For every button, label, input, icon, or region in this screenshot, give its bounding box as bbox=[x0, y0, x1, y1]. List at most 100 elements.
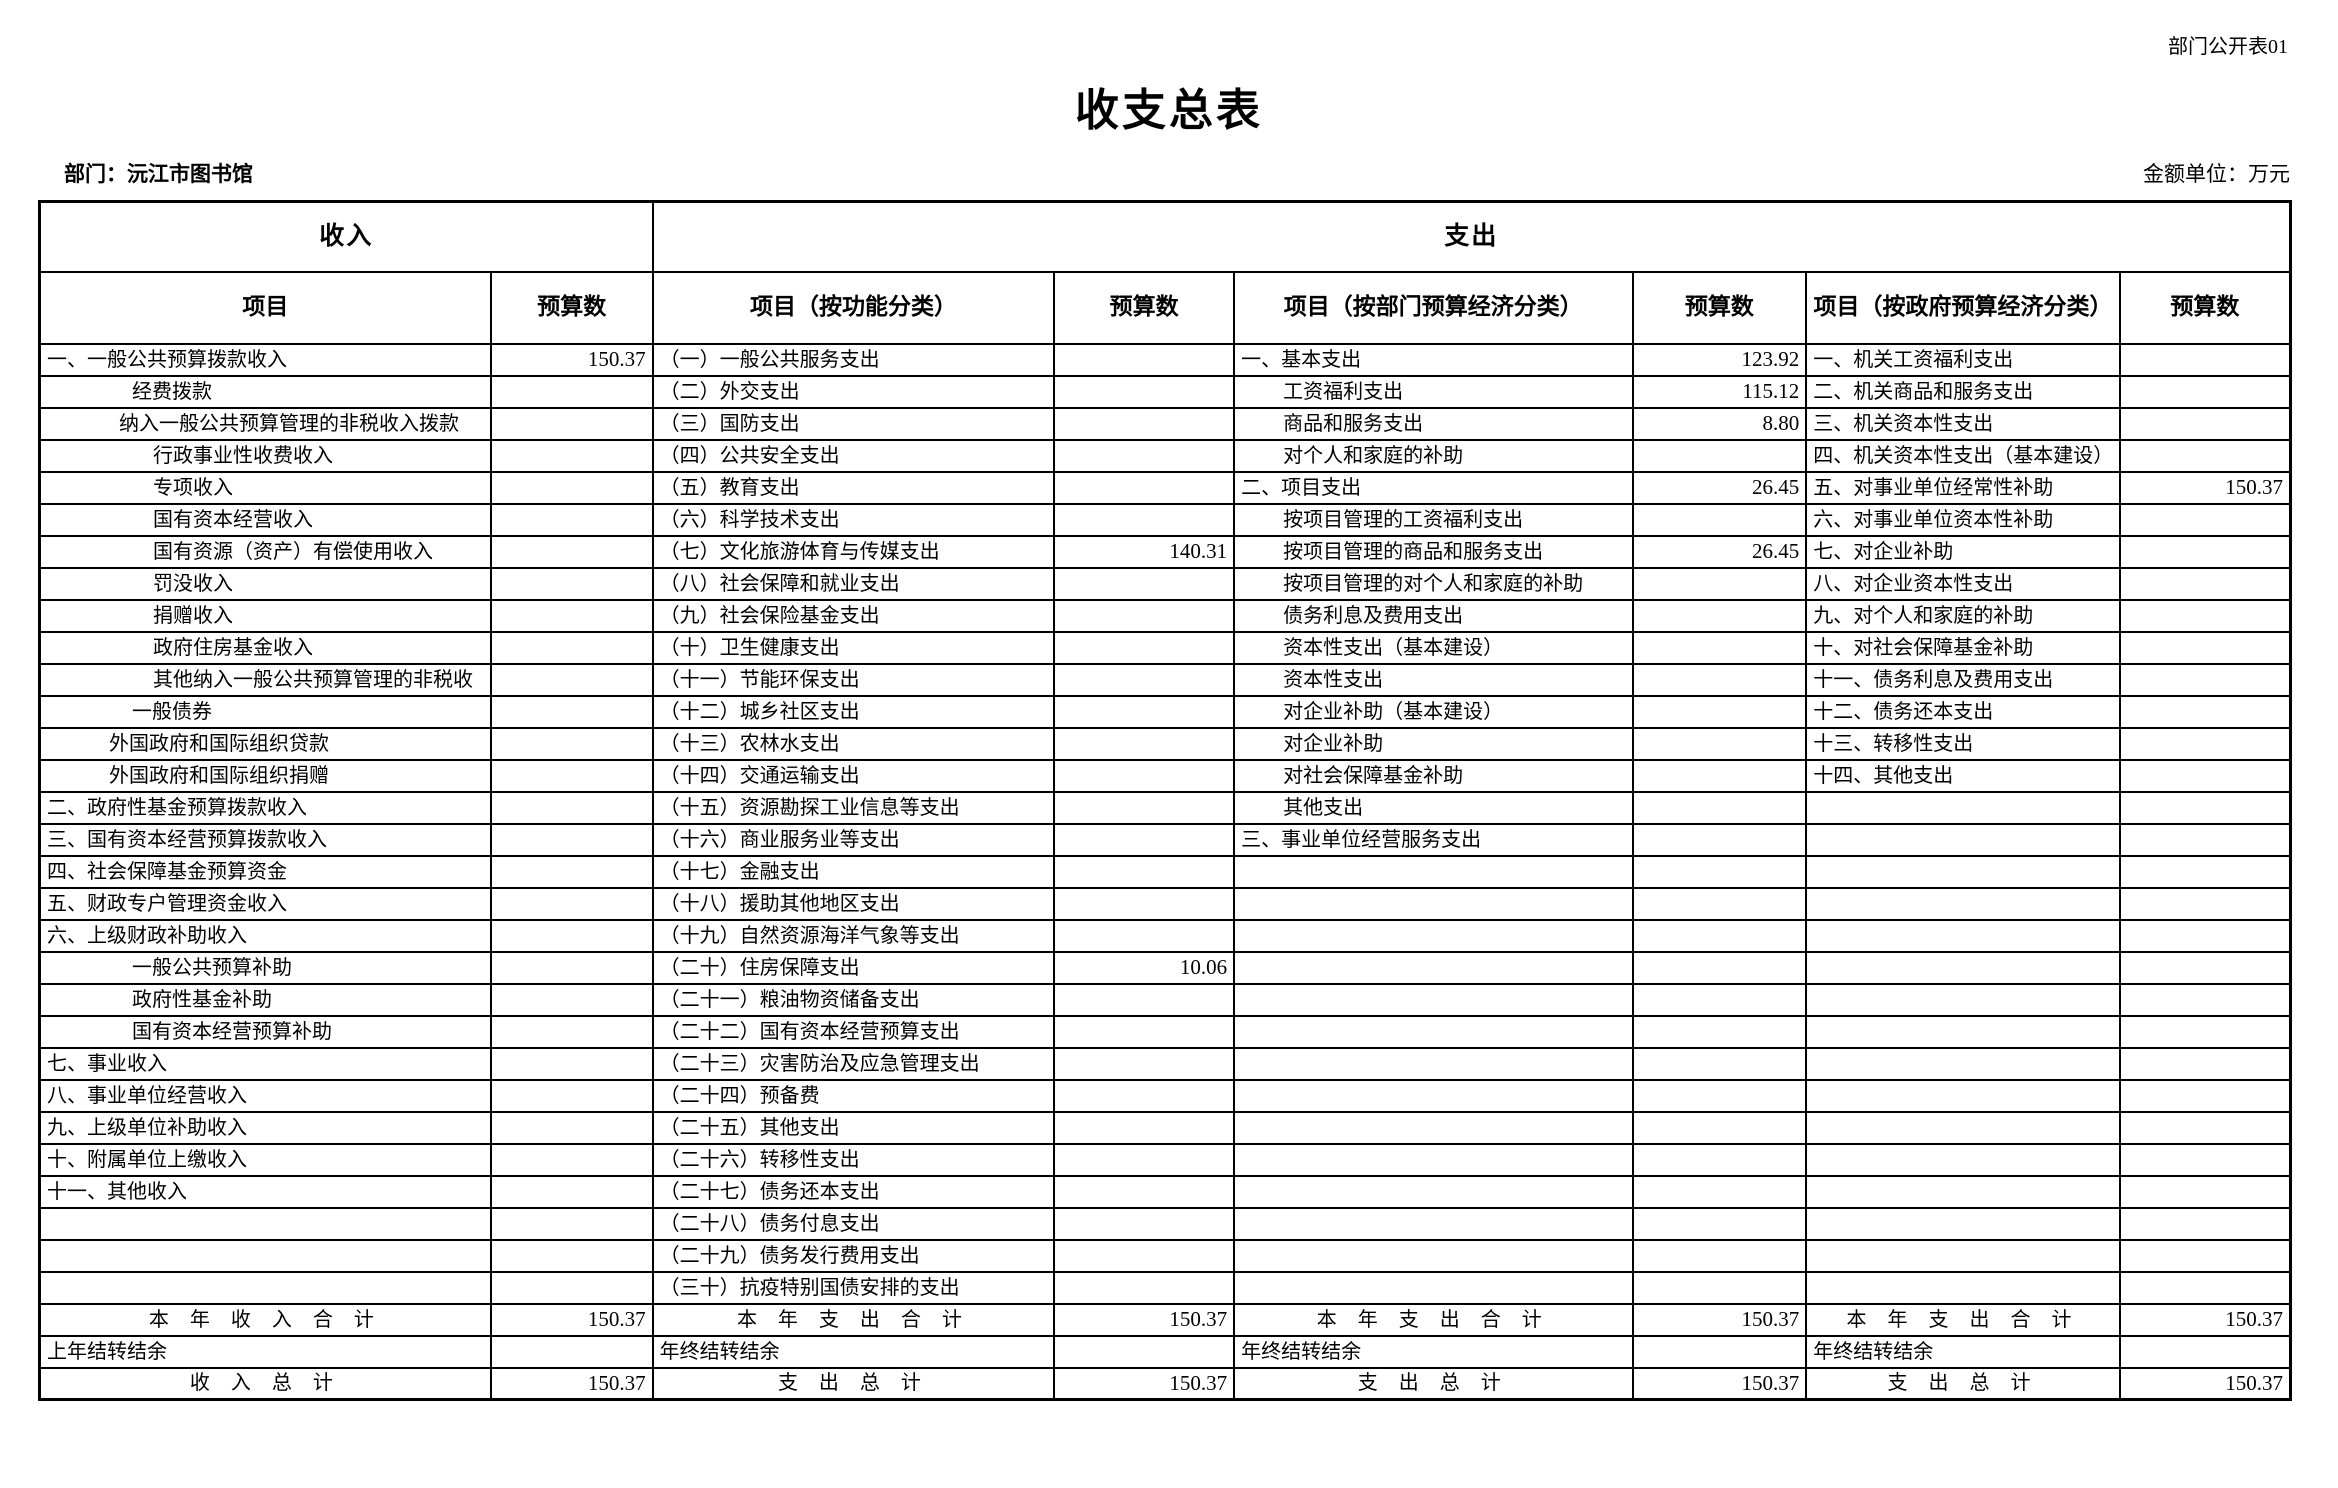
row-label-cell: （十七）金融支出 bbox=[651, 854, 1056, 889]
row-label-cell: 外国政府和国际组织贷款 bbox=[38, 726, 492, 761]
budget-value-cell bbox=[489, 1110, 654, 1145]
row-label-cell: （三十）抗疫特别国债安排的支出 bbox=[651, 1270, 1056, 1305]
budget-value-cell bbox=[489, 1334, 654, 1369]
row-label-cell: 对个人和家庭的补助 bbox=[1233, 438, 1634, 473]
row-label-cell: （十二）城乡社区支出 bbox=[651, 694, 1056, 729]
row-label-cell bbox=[1805, 854, 2121, 889]
row-label-cell: 罚没收入 bbox=[38, 566, 492, 601]
budget-value-cell bbox=[1053, 662, 1236, 697]
budget-value-cell bbox=[489, 918, 654, 953]
row-label-cell bbox=[1805, 1142, 2121, 1177]
row-label-cell: 二、项目支出 bbox=[1233, 470, 1634, 505]
budget-value-cell bbox=[489, 886, 654, 921]
budget-value-cell bbox=[1053, 1206, 1236, 1241]
budget-value-cell bbox=[1631, 662, 1808, 697]
budget-value-cell: 150.37 bbox=[489, 342, 654, 377]
budget-value-cell bbox=[2118, 1046, 2292, 1081]
row-label-cell bbox=[1233, 1142, 1634, 1177]
budget-value-cell: 10.06 bbox=[1053, 950, 1236, 985]
page-title: 收支总表 bbox=[1075, 86, 1263, 135]
table-row: 五、财政专户管理资金收入 （十八）援助其他地区支出 bbox=[38, 886, 2292, 921]
budget-value-cell bbox=[1053, 598, 1236, 633]
budget-value-cell: 150.37 bbox=[489, 1366, 654, 1401]
budget-value-cell: 8.80 bbox=[1631, 406, 1808, 441]
row-label-cell: （八）社会保障和就业支出 bbox=[651, 566, 1056, 601]
row-label-cell bbox=[38, 1238, 492, 1273]
row-label-cell: 按项目管理的商品和服务支出 bbox=[1233, 534, 1634, 569]
budget-value-cell bbox=[489, 438, 654, 473]
row-label-cell bbox=[1805, 1174, 2121, 1209]
table-row: 罚没收入 （八）社会保障和就业支出 按项目管理的对个人和家庭的补助 八、对企业资本性支… bbox=[38, 566, 2292, 601]
row-label-cell: （二十六）转移性支出 bbox=[651, 1142, 1056, 1177]
row-label-cell: 三、事业单位经营服务支出 bbox=[1233, 822, 1634, 857]
budget-value-cell bbox=[489, 694, 654, 729]
row-label-cell bbox=[1233, 982, 1634, 1017]
budget-value-cell bbox=[1053, 918, 1236, 953]
row-label-cell bbox=[1805, 1110, 2121, 1145]
row-label-cell: 八、对企业资本性支出 bbox=[1805, 566, 2121, 601]
budget-value-cell bbox=[2118, 662, 2292, 697]
row-label-cell bbox=[1233, 1270, 1634, 1305]
budget-value-cell bbox=[489, 1270, 654, 1305]
row-label-cell: （五）教育支出 bbox=[651, 470, 1056, 505]
table-row: 十一、其他收入 （二十七）债务还本支出 bbox=[38, 1174, 2292, 1209]
row-label-cell bbox=[38, 1270, 492, 1305]
table-row: 一般公共预算补助 （二十）住房保障支出 10.06 bbox=[38, 950, 2292, 985]
row-label-cell bbox=[1233, 1110, 1634, 1145]
row-label-cell bbox=[1233, 918, 1634, 953]
budget-value-cell bbox=[1631, 758, 1808, 793]
column-header-function-item: 项目（按功能分类） bbox=[651, 270, 1056, 345]
budget-value-cell bbox=[2118, 534, 2292, 569]
row-label-cell: （十三）农林水支出 bbox=[651, 726, 1056, 761]
budget-summary-table: 收入 支出 项目 预算数 项目（按功能分类） 预算数 项目（按部门预算经济分类）… bbox=[38, 200, 2292, 1401]
row-label-cell bbox=[1233, 1174, 1634, 1209]
row-label-cell bbox=[1805, 1206, 2121, 1241]
row-label-cell: （七）文化旅游体育与传媒支出 bbox=[651, 534, 1056, 569]
row-label-cell: 四、机关资本性支出（基本建设） bbox=[1805, 438, 2121, 473]
table-row: 国有资本经营预算补助 （二十二）国有资本经营预算支出 bbox=[38, 1014, 2292, 1049]
row-label-cell: 对企业补助 bbox=[1233, 726, 1634, 761]
budget-value-cell bbox=[2118, 1206, 2292, 1241]
row-label-cell: 一、机关工资福利支出 bbox=[1805, 342, 2121, 377]
budget-value-cell bbox=[2118, 1334, 2292, 1369]
budget-value-cell bbox=[1053, 1078, 1236, 1113]
table-row: 收 入 总 计 150.37 支 出 总 计 150.37 支 出 总 计 150.37 支… bbox=[38, 1366, 2292, 1401]
row-label-cell: 年终结转结余 bbox=[651, 1334, 1056, 1369]
budget-value-cell bbox=[489, 534, 654, 569]
row-label-cell: 本 年 支 出 合 计 bbox=[1233, 1302, 1634, 1337]
budget-value-cell bbox=[489, 502, 654, 537]
budget-value-cell bbox=[1053, 1110, 1236, 1145]
row-label-cell: 支 出 总 计 bbox=[1805, 1366, 2121, 1401]
row-label-cell: （九）社会保险基金支出 bbox=[651, 598, 1056, 633]
row-label-cell: 经费拨款 bbox=[38, 374, 492, 409]
budget-value-cell bbox=[2118, 950, 2292, 985]
table-row: 纳入一般公共预算管理的非税收入拨款 （三）国防支出 商品和服务支出 8.80 三、机关资… bbox=[38, 406, 2292, 441]
table-row: 六、上级财政补助收入 （十九）自然资源海洋气象等支出 bbox=[38, 918, 2292, 953]
budget-value-cell bbox=[1631, 726, 1808, 761]
row-label-cell: 本 年 支 出 合 计 bbox=[1805, 1302, 2121, 1337]
budget-value-cell bbox=[2118, 854, 2292, 889]
budget-value-cell: 150.37 bbox=[489, 1302, 654, 1337]
budget-value-cell bbox=[1053, 1142, 1236, 1177]
row-label-cell: （二十九）债务发行费用支出 bbox=[651, 1238, 1056, 1273]
row-label-cell bbox=[1805, 822, 2121, 857]
row-label-cell: （六）科学技术支出 bbox=[651, 502, 1056, 537]
column-header-row: 项目 预算数 项目（按功能分类） 预算数 项目（按部门预算经济分类） 预算数 项… bbox=[38, 270, 2292, 345]
row-label-cell: （二十三）灾害防治及应急管理支出 bbox=[651, 1046, 1056, 1081]
expenditure-group-header: 支出 bbox=[651, 200, 2292, 273]
table-row: 外国政府和国际组织捐赠 （十四）交通运输支出 对社会保障基金补助 十四、其他支出 bbox=[38, 758, 2292, 793]
amount-unit-label: 金额单位：万元 bbox=[2143, 162, 2290, 186]
budget-value-cell bbox=[1053, 694, 1236, 729]
row-label-cell bbox=[1805, 950, 2121, 985]
budget-value-cell bbox=[2118, 438, 2292, 473]
row-label-cell: 九、上级单位补助收入 bbox=[38, 1110, 492, 1145]
row-label-cell: 国有资本经营预算补助 bbox=[38, 1014, 492, 1049]
row-label-cell: 二、政府性基金预算拨款收入 bbox=[38, 790, 492, 825]
row-label-cell: 六、上级财政补助收入 bbox=[38, 918, 492, 953]
row-label-cell bbox=[1805, 918, 2121, 953]
budget-value-cell bbox=[489, 598, 654, 633]
budget-value-cell bbox=[489, 1142, 654, 1177]
row-label-cell: 三、机关资本性支出 bbox=[1805, 406, 2121, 441]
row-label-cell: （十八）援助其他地区支出 bbox=[651, 886, 1056, 921]
row-label-cell bbox=[1805, 886, 2121, 921]
